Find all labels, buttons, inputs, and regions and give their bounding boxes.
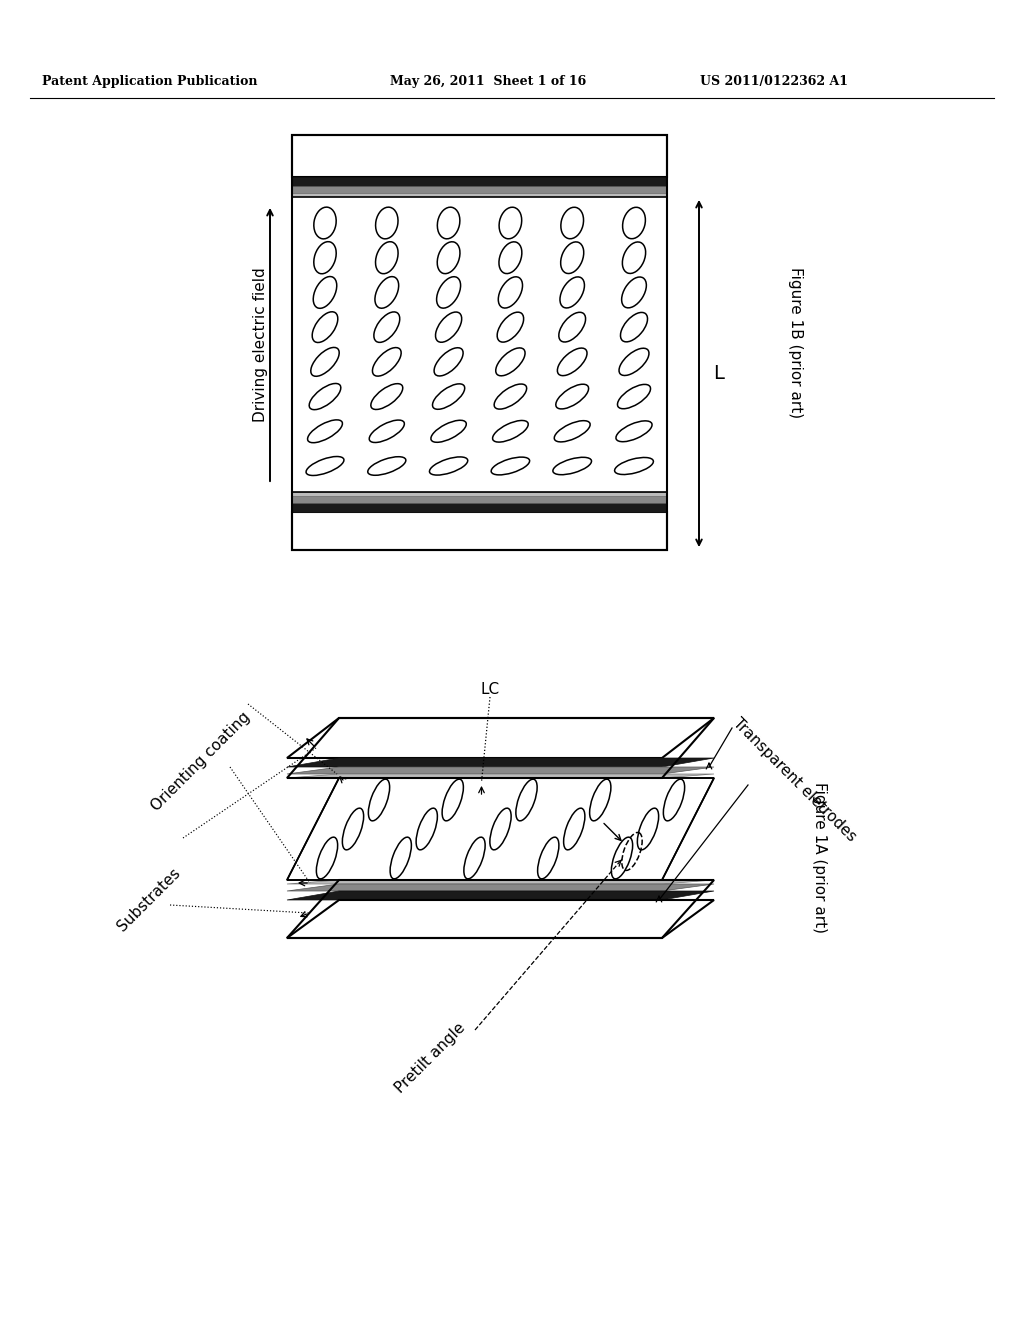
Bar (292, 186, 667, 193)
Bar (292, 193, 667, 197)
Text: Driving electric field: Driving electric field (253, 267, 267, 422)
Text: Figure 1A (prior art): Figure 1A (prior art) (812, 783, 827, 933)
Text: US 2011/0122362 A1: US 2011/0122362 A1 (700, 75, 848, 88)
Bar (292, 177, 667, 186)
Polygon shape (287, 758, 714, 767)
Polygon shape (287, 777, 714, 880)
Bar (292, 496, 667, 503)
Bar (292, 135, 667, 550)
Text: Orienting coating: Orienting coating (148, 710, 253, 814)
Text: LC: LC (480, 682, 500, 697)
Polygon shape (287, 767, 714, 774)
Text: Transparent eletrodes: Transparent eletrodes (730, 715, 859, 845)
Bar (292, 197, 667, 492)
Bar (292, 512, 667, 550)
Bar (292, 503, 667, 512)
Polygon shape (287, 718, 714, 758)
Text: L: L (713, 364, 724, 383)
Bar (292, 135, 667, 177)
Text: Substrates: Substrates (115, 866, 184, 935)
Polygon shape (287, 891, 714, 900)
Text: Pretilt angle: Pretilt angle (392, 1020, 468, 1096)
Text: Figure 1B (prior art): Figure 1B (prior art) (787, 267, 803, 418)
Polygon shape (287, 900, 714, 939)
Bar (292, 492, 667, 496)
Polygon shape (287, 774, 714, 777)
Polygon shape (287, 884, 714, 891)
Text: May 26, 2011  Sheet 1 of 16: May 26, 2011 Sheet 1 of 16 (390, 75, 587, 88)
Text: Patent Application Publication: Patent Application Publication (42, 75, 257, 88)
Polygon shape (287, 880, 714, 884)
